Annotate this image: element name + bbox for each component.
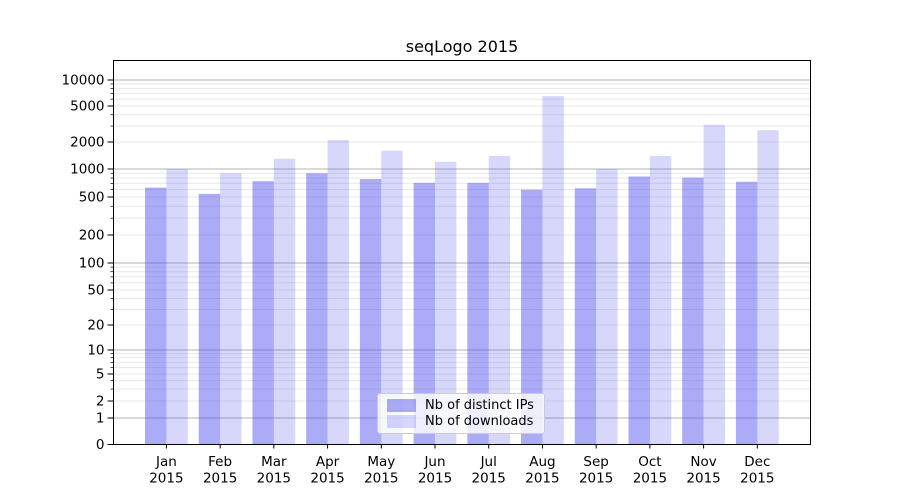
y-axis-tick-label: 5 — [96, 367, 105, 383]
legend-swatch-ips-icon — [387, 399, 416, 413]
bar-downloads-apr-2015 — [327, 140, 349, 445]
y-axis-tick-label: 5000 — [70, 99, 104, 115]
legend-item-distinct-ips: Nb of distinct IPs — [387, 398, 535, 413]
x-axis-tick-label-month: Apr — [316, 454, 340, 470]
x-axis-tick-label-year: 2015 — [418, 471, 452, 487]
x-axis-tick-label-year: 2015 — [203, 471, 237, 487]
x-axis-tick-label-year: 2015 — [686, 471, 720, 487]
x-axis-tick-label-year: 2015 — [257, 471, 291, 487]
bar-ips-nov-2015 — [682, 177, 704, 445]
bar-ips-sep-2015 — [574, 188, 597, 445]
x-axis-tick-label-month: May — [367, 454, 395, 470]
y-axis-tick-label: 500 — [79, 190, 105, 206]
bar-ips-feb-2015 — [198, 193, 221, 445]
y-axis-tick-label: 10000 — [62, 73, 105, 89]
x-axis-tick-label-month: Mar — [261, 454, 287, 470]
bar-downloads-mar-2015 — [273, 158, 296, 445]
x-axis-tick-label-month: Jun — [423, 454, 445, 470]
bar-downloads-jul-2015 — [488, 155, 511, 445]
x-axis-tick-label-month: Oct — [638, 454, 661, 470]
x-axis-tick-label-year: 2015 — [579, 471, 613, 487]
y-axis-tick-label: 100 — [79, 256, 105, 272]
x-axis-tick-label-year: 2015 — [740, 471, 774, 487]
legend-label-downloads: Nb of downloads — [425, 413, 534, 429]
bar-downloads-dec-2015 — [757, 130, 779, 445]
x-axis-tick-label-year: 2015 — [149, 471, 183, 487]
bar-downloads-jan-2015 — [166, 169, 188, 445]
x-axis-tick-label-month: Jul — [480, 454, 497, 470]
plot-border — [113, 60, 811, 445]
y-axis-tick-label: 1000 — [70, 162, 104, 178]
y-axis-tick-label: 2 — [96, 394, 105, 410]
bar-ips-dec-2015 — [735, 181, 758, 445]
y-axis-tick-label: 10 — [87, 343, 104, 359]
x-axis-tick-label-month: Aug — [529, 454, 555, 470]
bar-ips-aug-2015 — [521, 189, 543, 445]
bar-downloads-feb-2015 — [220, 173, 242, 445]
y-axis-tick-label: 1 — [96, 411, 105, 427]
bar-ips-may-2015 — [359, 179, 382, 445]
bar-downloads-nov-2015 — [703, 124, 725, 445]
legend-swatch-downloads-icon — [387, 414, 416, 428]
bar-ips-jun-2015 — [413, 182, 435, 445]
y-axis-tick-label: 2000 — [70, 135, 104, 151]
legend-item-downloads: Nb of downloads — [387, 414, 535, 429]
y-axis-tick-label: 20 — [87, 318, 104, 334]
x-axis-tick-label-year: 2015 — [472, 471, 506, 487]
y-axis-tick-label: 50 — [87, 283, 104, 299]
x-axis-tick-label-month: Jan — [155, 454, 177, 470]
x-axis-tick-label-month: Nov — [690, 454, 716, 470]
bar-ips-jul-2015 — [467, 182, 489, 445]
bar-ips-oct-2015 — [628, 176, 650, 445]
y-axis-tick-label: 200 — [79, 228, 105, 244]
bar-downloads-oct-2015 — [649, 155, 672, 445]
bar-ips-apr-2015 — [306, 173, 328, 445]
legend-label-distinct-ips: Nb of distinct IPs — [425, 398, 534, 414]
x-axis-tick-label-year: 2015 — [310, 471, 344, 487]
x-axis-tick-label-year: 2015 — [525, 471, 559, 487]
bar-downloads-aug-2015 — [542, 96, 564, 445]
bar-downloads-sep-2015 — [596, 169, 618, 445]
legend: Nb of distinct IPs Nb of downloads — [377, 393, 545, 434]
x-axis-tick-label-month: Feb — [208, 454, 232, 470]
chart-title: seqLogo 2015 — [405, 37, 519, 56]
bar-ips-jan-2015 — [145, 187, 167, 445]
bar-downloads-may-2015 — [381, 150, 403, 445]
x-axis-tick-label-month: Dec — [744, 454, 770, 470]
x-axis-tick-label-month: Sep — [583, 454, 608, 470]
x-axis-tick-label-year: 2015 — [364, 471, 398, 487]
bar-downloads-jun-2015 — [435, 161, 457, 445]
bar-ips-mar-2015 — [252, 181, 274, 445]
x-axis-tick-label-year: 2015 — [633, 471, 667, 487]
y-axis-tick-label: 0 — [96, 437, 105, 453]
